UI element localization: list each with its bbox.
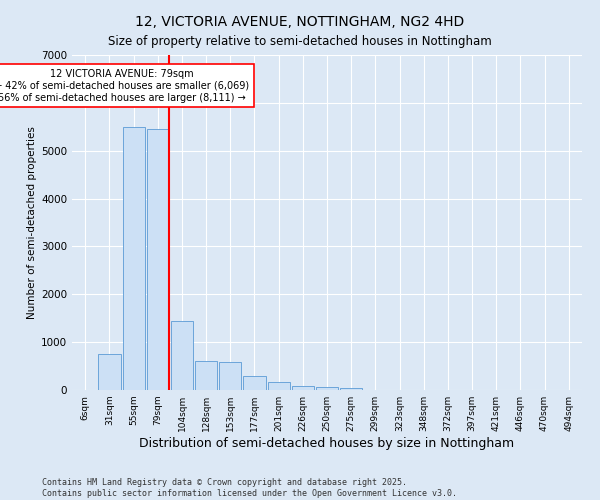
Y-axis label: Number of semi-detached properties: Number of semi-detached properties — [27, 126, 37, 319]
Bar — [244, 376, 266, 390]
X-axis label: Distribution of semi-detached houses by size in Nottingham: Distribution of semi-detached houses by … — [139, 437, 515, 450]
Bar — [268, 382, 290, 390]
Bar — [122, 127, 145, 390]
Bar — [195, 362, 217, 390]
Text: Contains HM Land Registry data © Crown copyright and database right 2025.
Contai: Contains HM Land Registry data © Crown c… — [42, 478, 457, 498]
Text: 12, VICTORIA AVENUE, NOTTINGHAM, NG2 4HD: 12, VICTORIA AVENUE, NOTTINGHAM, NG2 4HD — [136, 15, 464, 29]
Bar — [219, 362, 241, 390]
Bar — [171, 320, 193, 390]
Bar — [340, 388, 362, 390]
Bar — [316, 388, 338, 390]
Bar — [98, 354, 121, 390]
Bar — [146, 129, 169, 390]
Text: 12 VICTORIA AVENUE: 79sqm
← 42% of semi-detached houses are smaller (6,069)
56% : 12 VICTORIA AVENUE: 79sqm ← 42% of semi-… — [0, 70, 249, 102]
Text: Size of property relative to semi-detached houses in Nottingham: Size of property relative to semi-detach… — [108, 35, 492, 48]
Bar — [292, 386, 314, 390]
